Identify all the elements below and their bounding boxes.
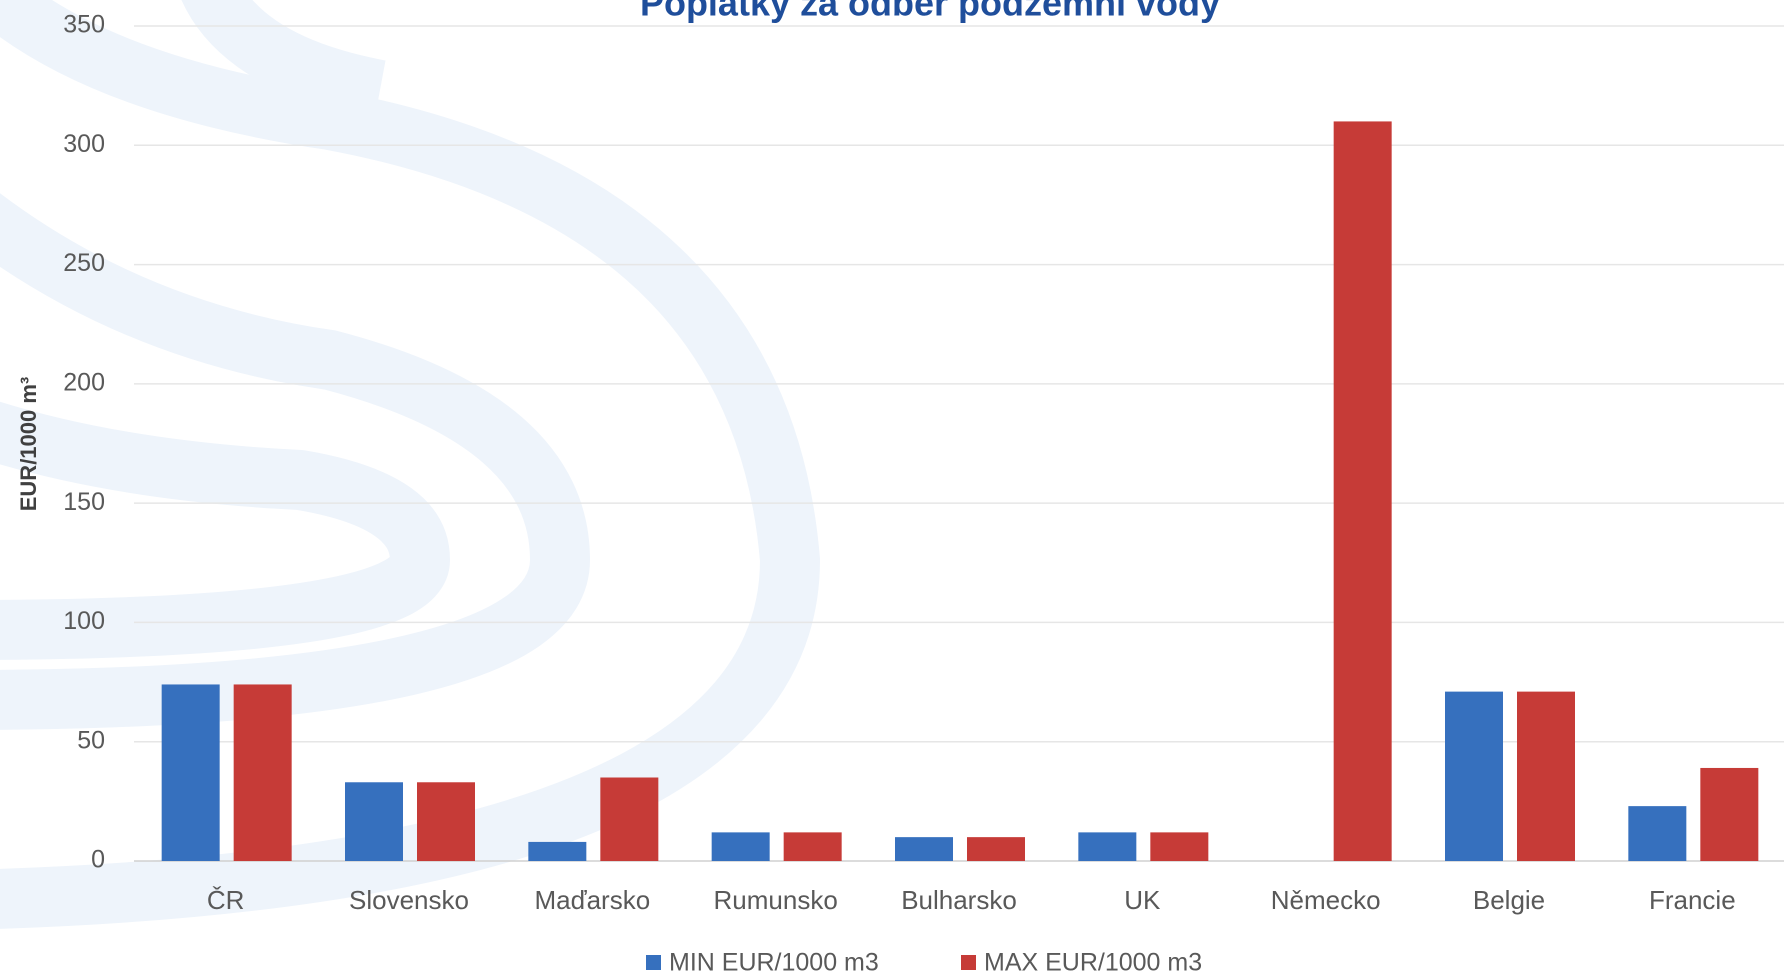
bar: [711, 832, 770, 861]
bar: [1333, 121, 1392, 861]
bar: [161, 684, 220, 861]
x-tick-label: Rumunsko: [714, 885, 838, 915]
chart-title: Poplatky za odběr podzemní vody: [640, 0, 1220, 24]
bar: [967, 837, 1025, 861]
x-tick-label: Francie: [1649, 885, 1736, 915]
x-tick-label: ČR: [207, 885, 245, 915]
legend-swatch: [961, 955, 976, 970]
legend-label: MIN EUR/1000 m3: [669, 949, 879, 976]
y-tick-label: 250: [63, 249, 105, 277]
bar: [233, 684, 292, 861]
x-tick-label: Maďarsko: [534, 885, 650, 915]
x-tick-label: Bulharsko: [901, 885, 1017, 915]
bar: [1445, 691, 1503, 861]
legend-label: MAX EUR/1000 m3: [984, 949, 1202, 976]
bar: [1078, 832, 1137, 861]
y-tick-label: 50: [77, 726, 105, 754]
background-watermark: [0, 0, 821, 929]
x-tick-label: Belgie: [1473, 885, 1545, 915]
legend-swatch: [646, 955, 661, 970]
y-axis-label: EUR/1000 m³: [16, 377, 41, 512]
x-tick-label: Slovensko: [349, 885, 469, 915]
bar: [895, 837, 953, 861]
bar: [528, 841, 587, 861]
x-tick-label: Německo: [1271, 885, 1381, 915]
bar: [1517, 691, 1575, 861]
bar: [600, 777, 659, 861]
bar: [1150, 832, 1209, 861]
bar: [417, 782, 475, 861]
y-tick-label: 200: [63, 368, 105, 396]
bar: [783, 832, 842, 861]
y-tick-label: 150: [63, 488, 105, 516]
y-tick-label: 350: [63, 11, 105, 39]
bar: [1628, 806, 1687, 861]
bar: [345, 782, 403, 861]
bar: [1700, 767, 1759, 861]
y-tick-label: 300: [63, 130, 105, 158]
x-tick-label: UK: [1124, 885, 1161, 915]
y-tick-label: 0: [91, 846, 105, 874]
y-tick-label: 100: [63, 607, 105, 635]
